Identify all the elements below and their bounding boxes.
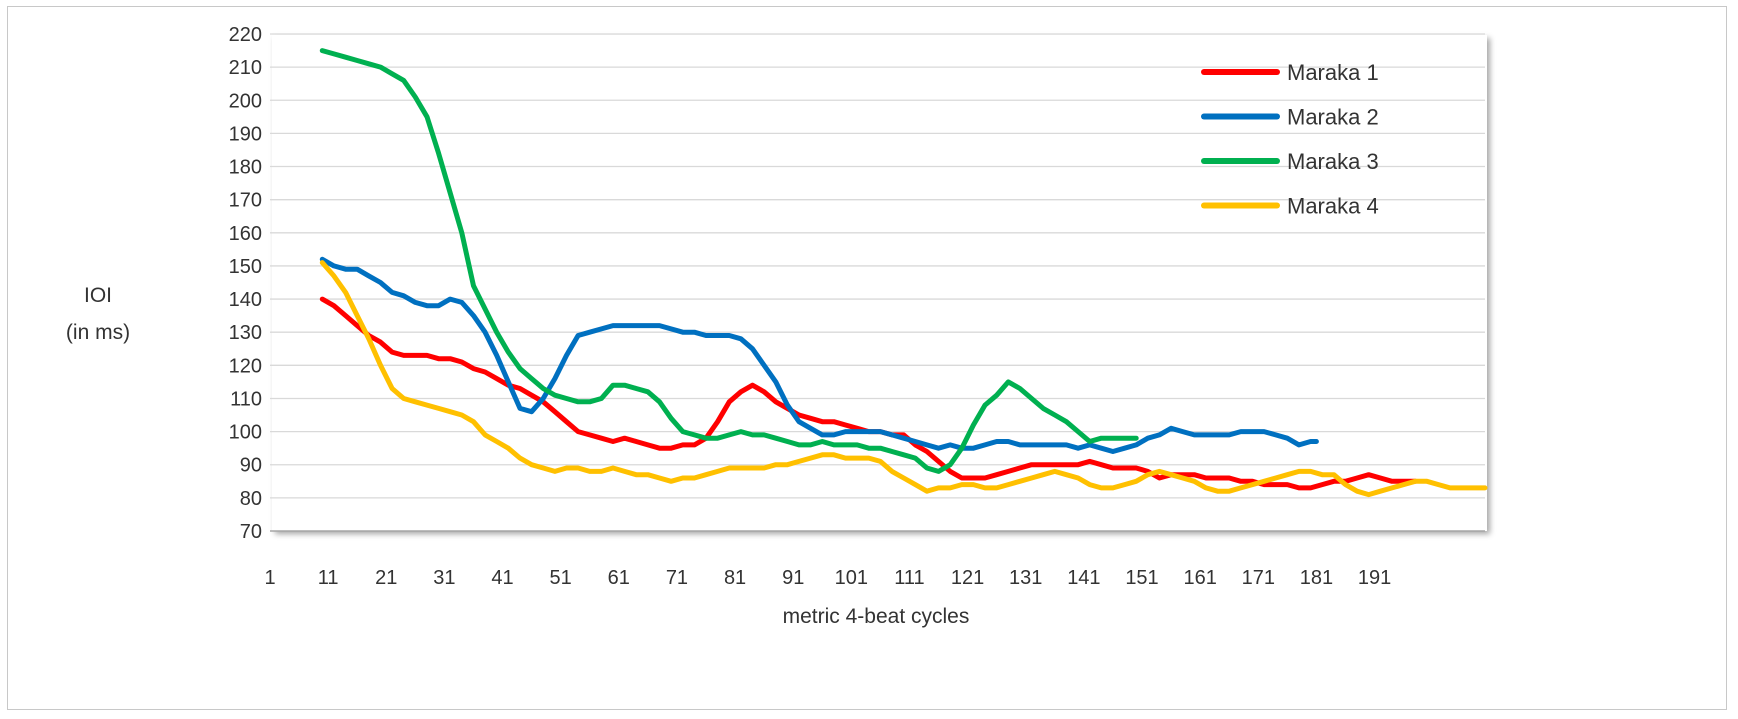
y-tick-label: 180 bbox=[229, 157, 262, 179]
x-tick-label: 131 bbox=[1009, 567, 1042, 589]
x-tick-label: 91 bbox=[782, 567, 804, 589]
x-tick-label: 71 bbox=[666, 567, 688, 589]
y-tick-label: 220 bbox=[229, 24, 262, 46]
y-tick-label: 80 bbox=[240, 488, 262, 510]
y-tick-label: 120 bbox=[229, 355, 262, 377]
grid-lines bbox=[270, 33, 1485, 532]
x-axis-ticks: 1 11 21 31 41 51 61 71 81 91 101 111 121 131 141 151 161… bbox=[264, 567, 1391, 589]
y-tick-label: 150 bbox=[229, 256, 262, 278]
y-tick-label: 170 bbox=[229, 190, 262, 212]
x-tick-label: 181 bbox=[1300, 567, 1333, 589]
y-axis-ticks: 70 80 90 100 110 120 130 140 150 160 170 180 190 200 2… bbox=[229, 24, 262, 543]
legend: Maraka 1 Maraka 2 Maraka 3 Maraka 4 bbox=[1201, 60, 1379, 219]
x-tick-label: 161 bbox=[1183, 567, 1216, 589]
y-tick-label: 200 bbox=[229, 90, 262, 112]
y-tick-label: 190 bbox=[229, 123, 262, 145]
y-tick-label: 70 bbox=[240, 521, 262, 543]
legend-label-3: Maraka 3 bbox=[1287, 149, 1379, 174]
x-tick-label: 61 bbox=[608, 567, 630, 589]
x-tick-label: 31 bbox=[433, 567, 455, 589]
x-tick-label: 81 bbox=[724, 567, 746, 589]
y-tick-label: 90 bbox=[240, 455, 262, 477]
y-tick-label: 160 bbox=[229, 223, 262, 245]
x-tick-label: 41 bbox=[491, 567, 513, 589]
x-tick-label: 111 bbox=[894, 567, 924, 589]
y-tick-label: 100 bbox=[229, 422, 262, 444]
x-tick-label: 141 bbox=[1067, 567, 1100, 589]
y-axis-title-line-2: (in ms) bbox=[66, 321, 130, 344]
x-tick-label: 1 bbox=[264, 567, 275, 589]
x-axis-title: metric 4-beat cycles bbox=[783, 605, 970, 628]
legend-label-4: Maraka 4 bbox=[1287, 194, 1379, 219]
legend-label-2: Maraka 2 bbox=[1287, 105, 1379, 130]
x-tick-label: 191 bbox=[1358, 567, 1391, 589]
y-tick-label: 130 bbox=[229, 322, 262, 344]
x-tick-label: 171 bbox=[1242, 567, 1275, 589]
x-tick-label: 51 bbox=[550, 567, 572, 589]
x-tick-label: 21 bbox=[375, 567, 397, 589]
x-tick-label: 121 bbox=[951, 567, 984, 589]
series-line-3 bbox=[319, 48, 1139, 474]
y-tick-label: 140 bbox=[229, 289, 262, 311]
series-line-2 bbox=[319, 256, 1319, 454]
x-tick-label: 151 bbox=[1125, 567, 1158, 589]
x-tick-label: 101 bbox=[835, 567, 868, 589]
y-tick-label: 210 bbox=[229, 57, 262, 79]
y-tick-label: 110 bbox=[230, 388, 262, 410]
x-tick-label: 11 bbox=[318, 567, 339, 589]
series-line-4 bbox=[319, 260, 1488, 498]
legend-label-1: Maraka 1 bbox=[1287, 60, 1379, 85]
series-lines bbox=[319, 48, 1488, 498]
y-axis-title-line-1: IOI bbox=[84, 284, 112, 307]
